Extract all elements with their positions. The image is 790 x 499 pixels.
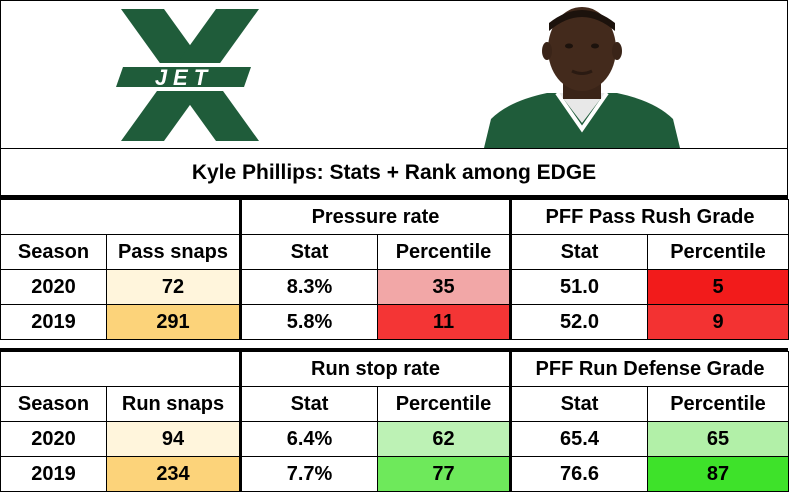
blank-cell bbox=[0, 351, 241, 387]
stat-cell: 52.0 bbox=[509, 304, 648, 340]
stat-cell: 8.3% bbox=[239, 269, 378, 305]
column-header-pass-snaps: Pass snaps bbox=[106, 234, 241, 270]
stat-cell: 51.0 bbox=[509, 269, 648, 305]
section-divider bbox=[0, 196, 788, 199]
group-header-pass-rush-grade: PFF Pass Rush Grade bbox=[509, 199, 789, 235]
stat-cell: 5.8% bbox=[239, 304, 378, 340]
card-title: Kyle Phillips: Stats + Rank among EDGE bbox=[1, 148, 787, 196]
column-header-season: Season bbox=[0, 386, 107, 422]
column-header-stat: Stat bbox=[239, 386, 378, 422]
group-header-run-defense-grade: PFF Run Defense Grade bbox=[509, 351, 789, 387]
player-photo bbox=[379, 1, 787, 148]
table-row: 2020 94 6.4% 62 65.4 65 bbox=[0, 421, 789, 457]
percentile-cell: 9 bbox=[647, 304, 789, 340]
column-header-stat: Stat bbox=[509, 234, 648, 270]
percentile-cell: 77 bbox=[377, 456, 511, 492]
player-headshot-image bbox=[379, 1, 787, 148]
group-header-pressure-rate: Pressure rate bbox=[239, 199, 511, 235]
column-header-stat: Stat bbox=[509, 386, 648, 422]
season-cell: 2019 bbox=[0, 304, 107, 340]
percentile-cell: 5 bbox=[647, 269, 789, 305]
snaps-cell: 94 bbox=[106, 421, 241, 457]
column-header-percentile: Percentile bbox=[647, 386, 789, 422]
section-divider bbox=[0, 348, 788, 351]
percentile-cell: 87 bbox=[647, 456, 789, 492]
snaps-cell: 291 bbox=[106, 304, 241, 340]
team-logo-panel: JET bbox=[1, 1, 380, 148]
percentile-cell: 65 bbox=[647, 421, 789, 457]
table-row: 2020 72 8.3% 35 51.0 5 bbox=[0, 269, 789, 305]
group-header-row: Pressure rate PFF Pass Rush Grade bbox=[0, 199, 789, 235]
season-cell: 2019 bbox=[0, 456, 107, 492]
stat-cell: 76.6 bbox=[509, 456, 648, 492]
table-row: 2019 291 5.8% 11 52.0 9 bbox=[0, 304, 789, 340]
jets-logo: JET bbox=[111, 9, 259, 141]
pass-rush-table: Pressure rate PFF Pass Rush Grade Season… bbox=[0, 199, 789, 340]
column-header-season: Season bbox=[0, 234, 107, 270]
column-header-row: Season Run snaps Stat Percentile Stat Pe… bbox=[0, 386, 789, 422]
column-header-percentile: Percentile bbox=[377, 386, 511, 422]
season-cell: 2020 bbox=[0, 421, 107, 457]
percentile-cell: 62 bbox=[377, 421, 511, 457]
column-header-percentile: Percentile bbox=[377, 234, 511, 270]
group-header-run-stop-rate: Run stop rate bbox=[239, 351, 511, 387]
group-header-row: Run stop rate PFF Run Defense Grade bbox=[0, 351, 789, 387]
stat-cell: 7.7% bbox=[239, 456, 378, 492]
table-row: 2019 234 7.7% 77 76.6 87 bbox=[0, 456, 789, 492]
column-header-row: Season Pass snaps Stat Percentile Stat P… bbox=[0, 234, 789, 270]
stat-cell: 65.4 bbox=[509, 421, 648, 457]
stat-cell: 6.4% bbox=[239, 421, 378, 457]
logo-wordmark: JET bbox=[155, 65, 213, 90]
percentile-cell: 11 bbox=[377, 304, 511, 340]
column-header-stat: Stat bbox=[239, 234, 378, 270]
card-header: JET Kyle Phillips: Stats + Rank among ED… bbox=[0, 0, 788, 196]
blank-cell bbox=[0, 199, 241, 235]
column-header-percentile: Percentile bbox=[647, 234, 789, 270]
column-header-run-snaps: Run snaps bbox=[106, 386, 241, 422]
snaps-cell: 72 bbox=[106, 269, 241, 305]
season-cell: 2020 bbox=[0, 269, 107, 305]
run-defense-table: Run stop rate PFF Run Defense Grade Seas… bbox=[0, 351, 789, 492]
snaps-cell: 234 bbox=[106, 456, 241, 492]
percentile-cell: 35 bbox=[377, 269, 511, 305]
